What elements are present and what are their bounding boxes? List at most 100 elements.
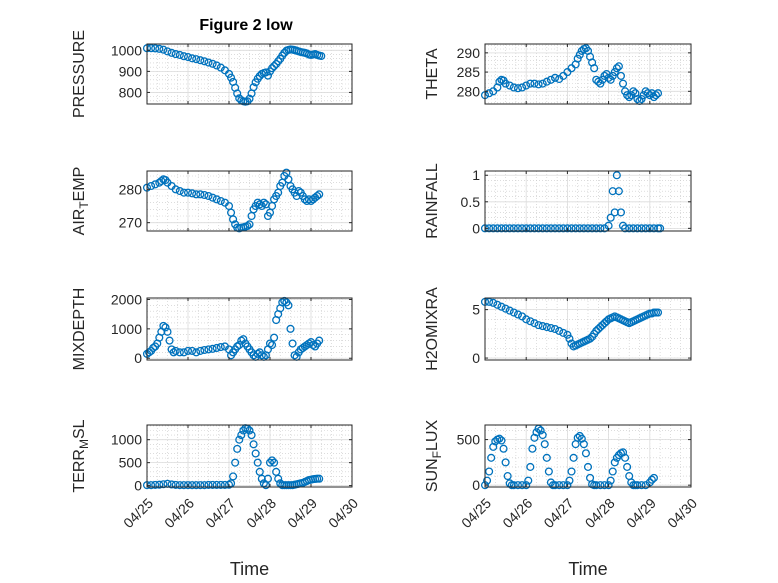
data-point-5 (493, 300, 502, 309)
data-point-3 (637, 224, 646, 233)
data-point-6 (179, 481, 188, 490)
data-point-0 (317, 51, 326, 61)
data-point-2 (212, 195, 221, 204)
data-point-1 (501, 79, 510, 88)
y-tick-label-7-0: 0 (472, 477, 480, 493)
data-point-3 (633, 224, 642, 233)
data-point-1 (542, 77, 551, 86)
axes-box-1 (484, 43, 692, 105)
data-point-3 (501, 224, 510, 233)
data-point-0 (249, 83, 258, 92)
data-point-3 (550, 224, 560, 233)
y-tick-label-7-1: 500 (457, 432, 481, 448)
data-point-1 (604, 73, 613, 82)
data-point-4 (270, 333, 279, 342)
data-point-7 (503, 472, 512, 481)
data-point-0 (192, 55, 201, 64)
data-point-7 (608, 467, 617, 476)
data-point-1 (573, 54, 582, 63)
data-point-6 (212, 480, 221, 489)
data-point-7 (518, 481, 527, 490)
data-point-7 (513, 481, 523, 490)
data-point-4 (288, 339, 297, 348)
data-point-1 (513, 84, 523, 93)
data-point-6 (239, 426, 248, 435)
data-point-1 (530, 79, 539, 88)
data-point-1 (608, 71, 617, 80)
data-point-7 (592, 481, 601, 490)
axes-box-5 (484, 297, 692, 361)
x-tick-label-7-1: 04/26 (499, 495, 535, 531)
y-tick-label-2-0: 270 (119, 215, 143, 231)
data-point-7 (528, 444, 537, 453)
data-point-4 (284, 301, 293, 310)
data-point-1 (518, 83, 527, 92)
y-tick-label-0-0: 800 (119, 84, 143, 100)
data-point-6 (315, 474, 324, 483)
data-point-7 (522, 481, 531, 490)
data-point-7 (649, 473, 658, 482)
data-point-2 (183, 188, 193, 197)
axes-box-6 (146, 424, 353, 488)
data-point-6 (175, 481, 184, 490)
data-point-2 (229, 215, 238, 224)
data-point-1 (627, 91, 636, 100)
data-point-1 (643, 89, 652, 98)
data-point-6 (229, 472, 238, 481)
data-point-7 (559, 481, 568, 490)
data-point-5 (542, 323, 551, 332)
data-point-0 (179, 52, 188, 61)
y-axis-label-6: TERRMSL (71, 419, 91, 492)
data-point-6 (251, 449, 260, 458)
data-point-6 (171, 480, 180, 489)
data-point-3 (621, 224, 630, 233)
y-tick-label-5-1: 5 (472, 302, 480, 318)
data-point-3 (497, 224, 506, 233)
x-tick-label-6-5: 04/30 (325, 495, 361, 531)
data-point-3 (534, 224, 543, 233)
data-point-1 (590, 64, 599, 73)
data-point-5 (563, 330, 572, 339)
data-point-7 (483, 476, 492, 485)
data-point-4 (169, 348, 178, 357)
y-axis-label-3: RAINFALL (424, 163, 441, 239)
data-point-7 (487, 453, 496, 462)
data-point-3 (592, 224, 601, 233)
data-point-0 (263, 71, 273, 80)
data-point-3 (614, 187, 623, 196)
axes-box-7 (484, 424, 692, 488)
data-point-4 (257, 351, 266, 360)
data-point-1 (546, 75, 555, 84)
data-point-3 (555, 224, 564, 233)
data-point-6 (235, 435, 244, 444)
data-point-5 (489, 298, 498, 307)
data-point-5 (653, 308, 663, 317)
data-point-7 (579, 440, 588, 449)
data-point-5 (538, 322, 547, 331)
data-point-0 (147, 44, 156, 53)
data-point-6 (265, 458, 275, 467)
data-point-0 (188, 54, 197, 63)
x-axis-label-6: Time (230, 559, 269, 579)
data-point-7 (536, 426, 545, 435)
data-point-2 (255, 200, 264, 209)
data-point-4 (192, 348, 201, 357)
data-point-4 (183, 346, 193, 355)
data-point-4 (163, 327, 172, 336)
data-point-6 (224, 480, 234, 489)
data-point-1 (550, 73, 560, 82)
data-point-7 (509, 481, 518, 490)
data-point-4 (145, 348, 154, 357)
data-point-7 (573, 433, 582, 442)
data-point-7 (524, 476, 533, 485)
data-point-3 (518, 224, 527, 233)
data-point-7 (555, 481, 564, 490)
data-point-7 (581, 449, 590, 458)
data-point-2 (216, 196, 225, 206)
data-point-5 (497, 302, 506, 311)
data-point-4 (161, 323, 170, 332)
x-tick-label-6-3: 04/28 (243, 495, 279, 531)
data-point-3 (625, 224, 634, 233)
y-axis-label-1: THETA (424, 48, 441, 100)
x-tick-label-7-2: 04/27 (540, 495, 576, 531)
